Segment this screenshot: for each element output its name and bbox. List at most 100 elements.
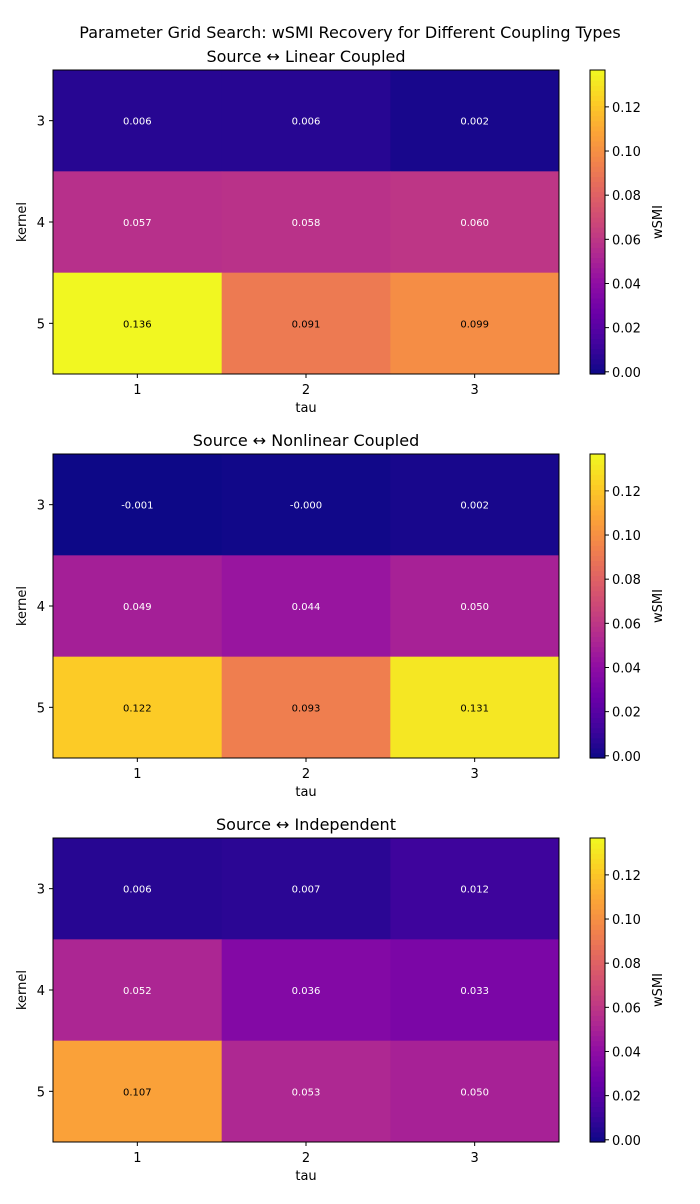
colorbar-segment bbox=[590, 600, 605, 607]
colorbar-segment bbox=[590, 631, 605, 637]
y-tick-label: 5 bbox=[37, 701, 45, 716]
colorbar-segment bbox=[590, 687, 605, 693]
colorbar-segment bbox=[590, 227, 605, 233]
panel-title: Source ↔ Linear Coupled bbox=[206, 47, 405, 66]
colorbar-segment bbox=[590, 934, 605, 940]
heatmap-cell bbox=[390, 171, 560, 274]
colorbar-segment bbox=[590, 70, 605, 76]
colorbar-segment bbox=[590, 555, 605, 561]
colorbar-segment bbox=[590, 919, 605, 925]
colorbar-tick-label: 0.10 bbox=[612, 145, 641, 160]
colorbar-segment bbox=[590, 995, 605, 1001]
x-tick-label: 2 bbox=[302, 383, 310, 398]
cell-label: 0.012 bbox=[460, 885, 489, 896]
colorbar-segment bbox=[590, 908, 605, 915]
colorbar-segment bbox=[590, 727, 605, 734]
colorbar-frame bbox=[589, 453, 606, 759]
colorbar-segment bbox=[590, 626, 605, 632]
colorbar-segment bbox=[590, 1116, 605, 1123]
colorbar-tick-label: 0.04 bbox=[612, 661, 641, 676]
colorbar-segment bbox=[590, 469, 605, 475]
colorbar-segment bbox=[590, 1076, 605, 1082]
y-tick-label: 4 bbox=[37, 984, 45, 999]
colorbar-tick-label: 0.00 bbox=[612, 366, 641, 381]
heatmap-cell bbox=[221, 272, 391, 375]
colorbar-segment bbox=[590, 130, 605, 137]
heatmap-cell bbox=[53, 1040, 223, 1143]
colorbar-segment bbox=[590, 232, 605, 238]
colorbar-segment bbox=[590, 944, 605, 951]
colorbar-segment bbox=[590, 222, 605, 228]
figure-title: Parameter Grid Search: wSMI Recovery for… bbox=[79, 23, 620, 42]
heatmap-cell bbox=[390, 70, 560, 172]
colorbar-tick-label: 0.12 bbox=[612, 485, 641, 500]
cell-label: 0.006 bbox=[123, 117, 152, 128]
colorbar-segment bbox=[590, 1000, 605, 1006]
colorbar-segment bbox=[590, 580, 605, 587]
colorbar-segment bbox=[590, 924, 605, 930]
colorbar-segment bbox=[590, 1096, 605, 1103]
colorbar-segment bbox=[590, 358, 605, 365]
colorbar-tick-label: 0.02 bbox=[612, 1090, 641, 1105]
colorbar-segment bbox=[590, 898, 605, 905]
colorbar-segment bbox=[590, 929, 605, 935]
colorbar-segment bbox=[590, 206, 605, 213]
heatmap-cell bbox=[390, 454, 560, 556]
colorbar-segment bbox=[590, 954, 605, 961]
colorbar-frame bbox=[589, 837, 606, 1143]
colorbar-segment bbox=[590, 595, 605, 602]
colorbar-segment bbox=[590, 1030, 605, 1037]
colorbar-segment bbox=[590, 949, 605, 956]
colorbar-segment bbox=[590, 1121, 605, 1128]
x-tick-label: 1 bbox=[133, 383, 141, 398]
cell-label: 0.036 bbox=[292, 986, 321, 997]
colorbar-segment bbox=[590, 969, 605, 976]
colorbar-segment bbox=[590, 489, 605, 496]
colorbar-segment bbox=[590, 454, 605, 460]
colorbar-segment bbox=[590, 509, 605, 516]
x-tick-label: 2 bbox=[302, 767, 310, 782]
cell-label: 0.136 bbox=[123, 319, 152, 330]
heatmap-cell bbox=[53, 838, 223, 940]
colorbar-segment bbox=[590, 216, 605, 223]
heatmap-cell bbox=[53, 70, 223, 172]
heatmap-cell bbox=[53, 171, 223, 274]
colorbar-tick-label: 0.02 bbox=[612, 706, 641, 721]
colorbar-segment bbox=[590, 125, 605, 132]
colorbar-segment bbox=[590, 722, 605, 729]
colorbar-segment bbox=[590, 717, 605, 724]
heatmap-cell bbox=[221, 70, 391, 172]
colorbar-segment bbox=[590, 656, 605, 663]
colorbar-segment bbox=[590, 303, 605, 309]
colorbar-segment bbox=[590, 621, 605, 627]
colorbar-label: wSMI bbox=[651, 973, 666, 1007]
heatmap-cell bbox=[390, 838, 560, 940]
cell-label: 0.049 bbox=[123, 602, 152, 613]
colorbar-segment bbox=[590, 323, 605, 329]
colorbar-segment bbox=[590, 742, 605, 749]
colorbar-segment bbox=[590, 1020, 605, 1027]
colorbar-segment bbox=[590, 353, 605, 360]
x-tick-label: 1 bbox=[133, 767, 141, 782]
colorbar-segment bbox=[590, 368, 605, 375]
heatmap-cell bbox=[221, 939, 391, 1042]
colorbar-segment bbox=[590, 85, 605, 91]
x-tick-label: 3 bbox=[471, 767, 479, 782]
cell-label: 0.006 bbox=[292, 117, 321, 128]
colorbar-segment bbox=[590, 181, 605, 188]
colorbar-segment bbox=[590, 519, 605, 526]
colorbar-segment bbox=[590, 524, 605, 531]
heatmap-cell bbox=[53, 939, 223, 1042]
colorbar-segment bbox=[590, 939, 605, 945]
colorbar-segment bbox=[590, 1131, 605, 1138]
colorbar-segment bbox=[590, 308, 605, 314]
colorbar-segment bbox=[590, 1005, 605, 1011]
colorbar-segment bbox=[590, 838, 605, 844]
colorbar-segment bbox=[590, 262, 605, 269]
heatmap-cell bbox=[221, 656, 391, 759]
heatmap-cell bbox=[221, 171, 391, 274]
colorbar-segment bbox=[590, 459, 605, 465]
colorbar-segment bbox=[590, 636, 605, 643]
colorbar-tick-label: 0.10 bbox=[612, 529, 641, 544]
